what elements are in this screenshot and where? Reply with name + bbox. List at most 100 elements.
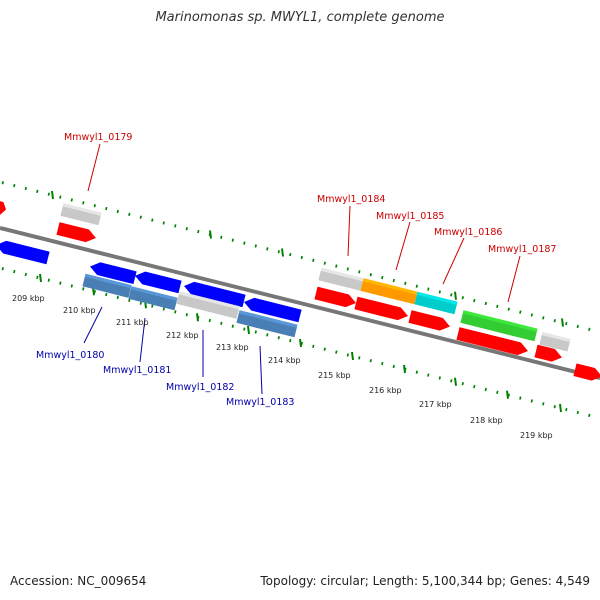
gene-label-mmwyl1_0179: Mmwyl1_0179: [64, 132, 132, 143]
gene-gray-highlight: [62, 203, 102, 216]
gene-blue-highlight: [140, 271, 182, 284]
gene-steel-0181-highlight: [130, 286, 178, 301]
gene-labels: Mmwyl1_0179 Mmwyl1_0184 Mmwyl1_0185 Mmwyl1_…: [36, 132, 556, 408]
gene-red-highlight: [316, 286, 353, 299]
gene-blue-body: [244, 297, 302, 323]
leader-line: [139, 317, 146, 363]
topology-text: Topology: circular; Length: 5,100,344 bp…: [260, 574, 590, 588]
gene-red-edge-highlight: [0, 200, 5, 206]
gene-gray-highlight: [541, 331, 571, 343]
gene-label-mmwyl1_0187: Mmwyl1_0187: [488, 244, 556, 255]
leader-line: [507, 255, 521, 303]
gene-red-highlight: [410, 310, 447, 323]
major-tick: [209, 230, 212, 239]
gene-cyan-0185: [414, 291, 458, 315]
gene-red-highlight: [58, 222, 93, 234]
gene-orange-0184-body: [360, 278, 418, 305]
genome-backbone: [0, 226, 600, 380]
leader-line: [83, 306, 103, 344]
kbp-labels: 209 kbp 210 kbp 211 kbp 212 kbp 213 kbp 214 k…: [12, 294, 553, 440]
gene-green-0186: [460, 310, 538, 342]
kbp-label: 215 kbp: [318, 371, 351, 380]
leader-line: [395, 221, 411, 271]
major-tick: [39, 273, 42, 283]
major-tick: [403, 364, 406, 374]
gene-blue-highlight: [1, 240, 50, 255]
kbp-label: 219 kbp: [520, 431, 553, 440]
accession-text: Accession: NC_009654: [10, 574, 147, 588]
gene-label-mmwyl1_0184: Mmwyl1_0184: [317, 194, 385, 205]
gene-orange-0184: [360, 278, 418, 305]
gene-red-edge: [0, 200, 7, 215]
major-tick: [559, 403, 562, 413]
map-title: Marinomonas sp. MWYL1, complete genome: [155, 10, 445, 25]
gene-gray-highlight: [320, 267, 364, 282]
gene-label-mmwyl1_0180: Mmwyl1_0180: [36, 350, 104, 361]
gene-blue: [0, 240, 50, 265]
major-tick: [196, 313, 199, 322]
gene-red: [314, 286, 356, 308]
major-tick: [506, 390, 509, 399]
gene-blue-highlight: [249, 297, 302, 313]
gene-blue-highlight: [189, 281, 246, 298]
gene-gray: [318, 267, 364, 291]
gene-steel-0183-body: [236, 310, 298, 338]
gene-cyan-0185-highlight: [416, 291, 458, 305]
gene-blue: [244, 297, 302, 323]
major-tick: [454, 291, 457, 300]
gene-steel-0180-highlight: [84, 273, 132, 289]
gene-blue-0180-body: [90, 262, 137, 285]
gene-green-0186-body: [460, 310, 538, 342]
gene-blue-body: [135, 271, 182, 294]
major-tick: [51, 190, 54, 200]
gene-label-mmwyl1_0185: Mmwyl1_0185: [376, 211, 444, 222]
gene-steel-0181-body: [128, 286, 178, 311]
kbp-label: 218 kbp: [470, 416, 503, 425]
major-tick: [351, 351, 354, 361]
major-tick: [561, 318, 564, 327]
gene-steel-0183-highlight: [238, 310, 298, 328]
gene-blue: [184, 281, 246, 308]
kbp-label: 217 kbp: [419, 400, 452, 409]
gene-label-mmwyl1_0182: Mmwyl1_0182: [166, 382, 234, 393]
gene-label-mmwyl1_0186: Mmwyl1_0186: [434, 227, 502, 238]
gene-gray-0182: [176, 291, 240, 319]
gene-gray-body: [539, 331, 571, 352]
gene-red: [408, 310, 450, 331]
gene-blue-0180: [90, 262, 137, 285]
gene-gray-body: [60, 203, 102, 226]
major-tick: [247, 325, 250, 335]
gene-blue-body: [184, 281, 246, 308]
gene-red-edge: [573, 363, 600, 381]
tick-marks: [1, 181, 591, 417]
gene-red: [456, 327, 529, 356]
gene-cyan-0185-body: [414, 291, 458, 315]
gene-blue: [135, 271, 182, 294]
leader-line: [87, 143, 101, 192]
gene-gray: [539, 331, 571, 352]
gene-steel-0180: [82, 273, 132, 298]
kbp-label: 214 kbp: [268, 356, 301, 365]
gene-red-highlight: [458, 327, 525, 347]
leader-line: [347, 205, 351, 257]
gene-red-edge-highlight: [575, 363, 599, 373]
gene-orange-0184-highlight: [362, 278, 418, 295]
gene-steel-0183: [236, 310, 298, 338]
kbp-label: 212 kbp: [166, 331, 199, 340]
gene-gray-0182-body: [176, 291, 240, 319]
kbp-label: 213 kbp: [216, 343, 249, 352]
gene-blue-body: [0, 240, 50, 265]
gene-red: [354, 296, 408, 321]
gene-label-mmwyl1_0183: Mmwyl1_0183: [226, 397, 294, 408]
gene-red-highlight: [536, 344, 559, 354]
kbp-label: 211 kbp: [116, 318, 149, 327]
gene-steel-0180-body: [82, 273, 132, 298]
gene-green-0186-highlight: [462, 310, 538, 332]
major-tick: [299, 338, 302, 348]
gene-gray-0182-highlight: [178, 291, 240, 310]
genes: [0, 200, 600, 381]
major-tick: [454, 377, 457, 386]
backbone-line: [0, 226, 600, 380]
gene-blue-0180-highlight: [95, 262, 137, 275]
